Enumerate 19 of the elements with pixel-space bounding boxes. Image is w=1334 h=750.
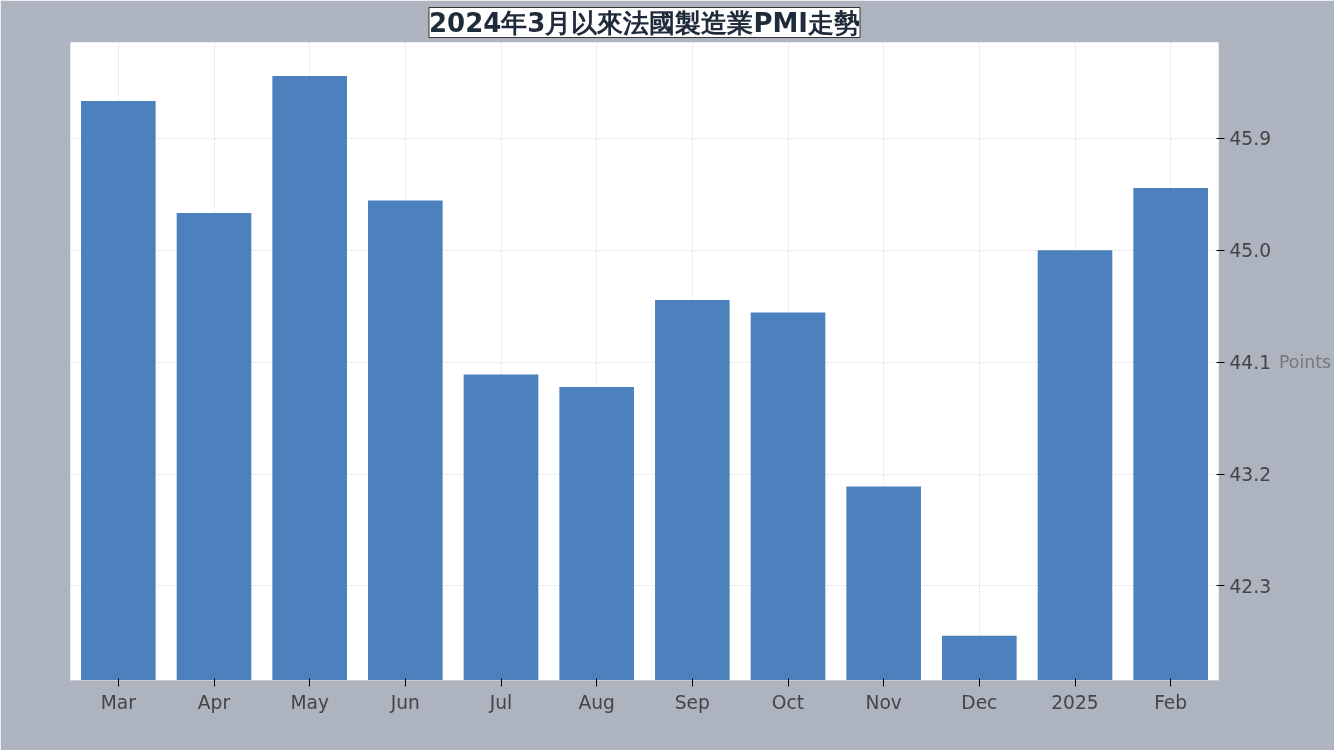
- y-tick-label: 45.0: [1229, 240, 1272, 262]
- y-axis-title: Points: [1279, 351, 1332, 372]
- x-tick-label: Dec: [961, 691, 998, 713]
- x-tick-label: May: [290, 691, 329, 713]
- x-tick-label: Sep: [674, 691, 710, 713]
- x-tick-label: Mar: [100, 691, 137, 713]
- x-tick-label: Apr: [197, 691, 231, 713]
- x-tick-label: 2025: [1051, 691, 1099, 713]
- x-tick-label: Jul: [488, 691, 513, 713]
- x-tick-label: Oct: [771, 691, 805, 713]
- y-tick-label: 43.2: [1229, 464, 1272, 486]
- x-tick-label: Nov: [865, 691, 902, 713]
- y-tick-label: 42.3: [1229, 575, 1272, 597]
- y-tick-label: 45.9: [1229, 128, 1272, 150]
- y-tick-label: 44.1: [1229, 352, 1272, 374]
- x-tick-label: Jun: [389, 691, 420, 713]
- chart-title: 2024年3月以來法國製造業PMI走勢: [428, 7, 861, 38]
- x-tick-label: Feb: [1154, 691, 1188, 713]
- x-tick-label: Aug: [578, 691, 615, 713]
